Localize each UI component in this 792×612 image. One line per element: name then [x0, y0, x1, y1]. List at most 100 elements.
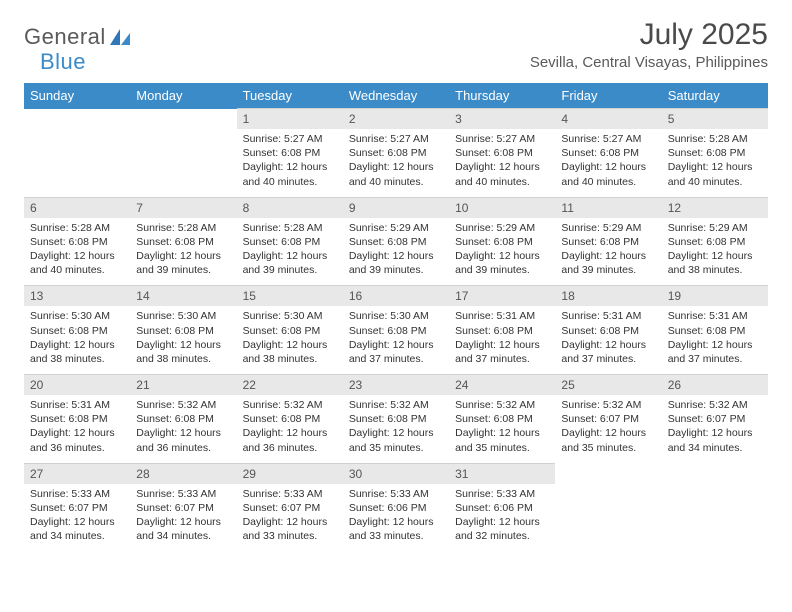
day-detail-cell: Sunrise: 5:33 AMSunset: 6:07 PMDaylight:…: [130, 484, 236, 552]
day-detail-cell: Sunrise: 5:32 AMSunset: 6:08 PMDaylight:…: [449, 395, 555, 463]
sunset-text: Sunset: 6:08 PM: [455, 146, 549, 160]
day-number-cell: 15: [237, 286, 343, 307]
logo-text-blue: Blue: [40, 49, 86, 75]
daylight-text-2: and 34 minutes.: [668, 441, 762, 455]
day-number-cell: 16: [343, 286, 449, 307]
sunrise-text: Sunrise: 5:32 AM: [349, 398, 443, 412]
daylight-text-2: and 38 minutes.: [243, 352, 337, 366]
daylight-text-2: and 34 minutes.: [136, 529, 230, 543]
sunset-text: Sunset: 6:06 PM: [455, 501, 549, 515]
day-number-cell: 6: [24, 197, 130, 218]
sunrise-text: Sunrise: 5:33 AM: [136, 487, 230, 501]
daylight-text-2: and 34 minutes.: [30, 529, 124, 543]
sunrise-text: Sunrise: 5:32 AM: [455, 398, 549, 412]
day-detail-cell: Sunrise: 5:29 AMSunset: 6:08 PMDaylight:…: [343, 218, 449, 286]
day-detail-cell: Sunrise: 5:31 AMSunset: 6:08 PMDaylight:…: [555, 306, 661, 374]
day-number-cell: 25: [555, 375, 661, 396]
sunrise-text: Sunrise: 5:28 AM: [30, 221, 124, 235]
detail-row: Sunrise: 5:30 AMSunset: 6:08 PMDaylight:…: [24, 306, 768, 374]
logo-sail-icon: [110, 29, 130, 45]
day-detail-cell: Sunrise: 5:29 AMSunset: 6:08 PMDaylight:…: [662, 218, 768, 286]
daylight-text-2: and 35 minutes.: [455, 441, 549, 455]
sunset-text: Sunset: 6:08 PM: [243, 324, 337, 338]
day-detail-cell: Sunrise: 5:27 AMSunset: 6:08 PMDaylight:…: [237, 129, 343, 197]
daylight-text-2: and 38 minutes.: [30, 352, 124, 366]
col-tuesday: Tuesday: [237, 83, 343, 109]
day-number-cell: 19: [662, 286, 768, 307]
day-number-cell: 18: [555, 286, 661, 307]
sunrise-text: Sunrise: 5:33 AM: [243, 487, 337, 501]
sunset-text: Sunset: 6:08 PM: [561, 146, 655, 160]
day-number-cell: 2: [343, 109, 449, 130]
day-number-cell: 11: [555, 197, 661, 218]
daylight-text-1: Daylight: 12 hours: [136, 515, 230, 529]
sunset-text: Sunset: 6:08 PM: [136, 235, 230, 249]
sunset-text: Sunset: 6:07 PM: [668, 412, 762, 426]
sunrise-text: Sunrise: 5:30 AM: [243, 309, 337, 323]
day-number-cell: 14: [130, 286, 236, 307]
daylight-text-1: Daylight: 12 hours: [349, 426, 443, 440]
detail-row: Sunrise: 5:33 AMSunset: 6:07 PMDaylight:…: [24, 484, 768, 552]
col-sunday: Sunday: [24, 83, 130, 109]
day-number-cell: 30: [343, 463, 449, 484]
daynum-row: 12345: [24, 109, 768, 130]
daylight-text-1: Daylight: 12 hours: [561, 249, 655, 263]
detail-row: Sunrise: 5:27 AMSunset: 6:08 PMDaylight:…: [24, 129, 768, 197]
sunrise-text: Sunrise: 5:32 AM: [668, 398, 762, 412]
day-number-cell: 23: [343, 375, 449, 396]
daylight-text-1: Daylight: 12 hours: [30, 338, 124, 352]
month-title: July 2025: [530, 18, 768, 52]
col-wednesday: Wednesday: [343, 83, 449, 109]
day-number-cell: 20: [24, 375, 130, 396]
sunrise-text: Sunrise: 5:30 AM: [30, 309, 124, 323]
day-detail-cell: Sunrise: 5:31 AMSunset: 6:08 PMDaylight:…: [449, 306, 555, 374]
day-detail-cell: Sunrise: 5:31 AMSunset: 6:08 PMDaylight:…: [24, 395, 130, 463]
daylight-text-1: Daylight: 12 hours: [561, 160, 655, 174]
daylight-text-2: and 39 minutes.: [349, 263, 443, 277]
sunset-text: Sunset: 6:08 PM: [30, 235, 124, 249]
calendar-page: General July 2025 Sevilla, Central Visay…: [0, 0, 792, 561]
sunrise-text: Sunrise: 5:27 AM: [561, 132, 655, 146]
sunset-text: Sunset: 6:07 PM: [30, 501, 124, 515]
daylight-text-2: and 36 minutes.: [136, 441, 230, 455]
sunset-text: Sunset: 6:08 PM: [243, 146, 337, 160]
sunset-text: Sunset: 6:08 PM: [455, 235, 549, 249]
sunset-text: Sunset: 6:08 PM: [668, 146, 762, 160]
sunrise-text: Sunrise: 5:27 AM: [243, 132, 337, 146]
sunrise-text: Sunrise: 5:28 AM: [668, 132, 762, 146]
daylight-text-2: and 38 minutes.: [136, 352, 230, 366]
day-detail-cell: Sunrise: 5:33 AMSunset: 6:07 PMDaylight:…: [237, 484, 343, 552]
daylight-text-2: and 40 minutes.: [243, 175, 337, 189]
sunset-text: Sunset: 6:07 PM: [136, 501, 230, 515]
sunrise-text: Sunrise: 5:29 AM: [349, 221, 443, 235]
day-number-cell: 5: [662, 109, 768, 130]
day-detail-cell: [24, 129, 130, 197]
sunrise-text: Sunrise: 5:32 AM: [561, 398, 655, 412]
day-number-cell: [24, 109, 130, 130]
day-number-cell: 29: [237, 463, 343, 484]
daylight-text-1: Daylight: 12 hours: [136, 249, 230, 263]
sunset-text: Sunset: 6:07 PM: [243, 501, 337, 515]
daylight-text-1: Daylight: 12 hours: [455, 160, 549, 174]
logo: General: [24, 24, 132, 50]
day-number-cell: 9: [343, 197, 449, 218]
daylight-text-1: Daylight: 12 hours: [136, 426, 230, 440]
sunset-text: Sunset: 6:08 PM: [243, 412, 337, 426]
day-number-cell: 7: [130, 197, 236, 218]
sunrise-text: Sunrise: 5:31 AM: [561, 309, 655, 323]
sunset-text: Sunset: 6:08 PM: [561, 235, 655, 249]
day-detail-cell: Sunrise: 5:32 AMSunset: 6:08 PMDaylight:…: [237, 395, 343, 463]
day-detail-cell: Sunrise: 5:32 AMSunset: 6:07 PMDaylight:…: [662, 395, 768, 463]
daylight-text-1: Daylight: 12 hours: [30, 249, 124, 263]
daylight-text-2: and 40 minutes.: [668, 175, 762, 189]
sunset-text: Sunset: 6:08 PM: [668, 324, 762, 338]
day-detail-cell: Sunrise: 5:33 AMSunset: 6:07 PMDaylight:…: [24, 484, 130, 552]
daylight-text-2: and 39 minutes.: [455, 263, 549, 277]
col-friday: Friday: [555, 83, 661, 109]
sunset-text: Sunset: 6:08 PM: [136, 324, 230, 338]
sunrise-text: Sunrise: 5:32 AM: [243, 398, 337, 412]
day-detail-cell: Sunrise: 5:30 AMSunset: 6:08 PMDaylight:…: [24, 306, 130, 374]
day-detail-cell: Sunrise: 5:27 AMSunset: 6:08 PMDaylight:…: [343, 129, 449, 197]
day-detail-cell: Sunrise: 5:27 AMSunset: 6:08 PMDaylight:…: [449, 129, 555, 197]
daylight-text-1: Daylight: 12 hours: [668, 160, 762, 174]
